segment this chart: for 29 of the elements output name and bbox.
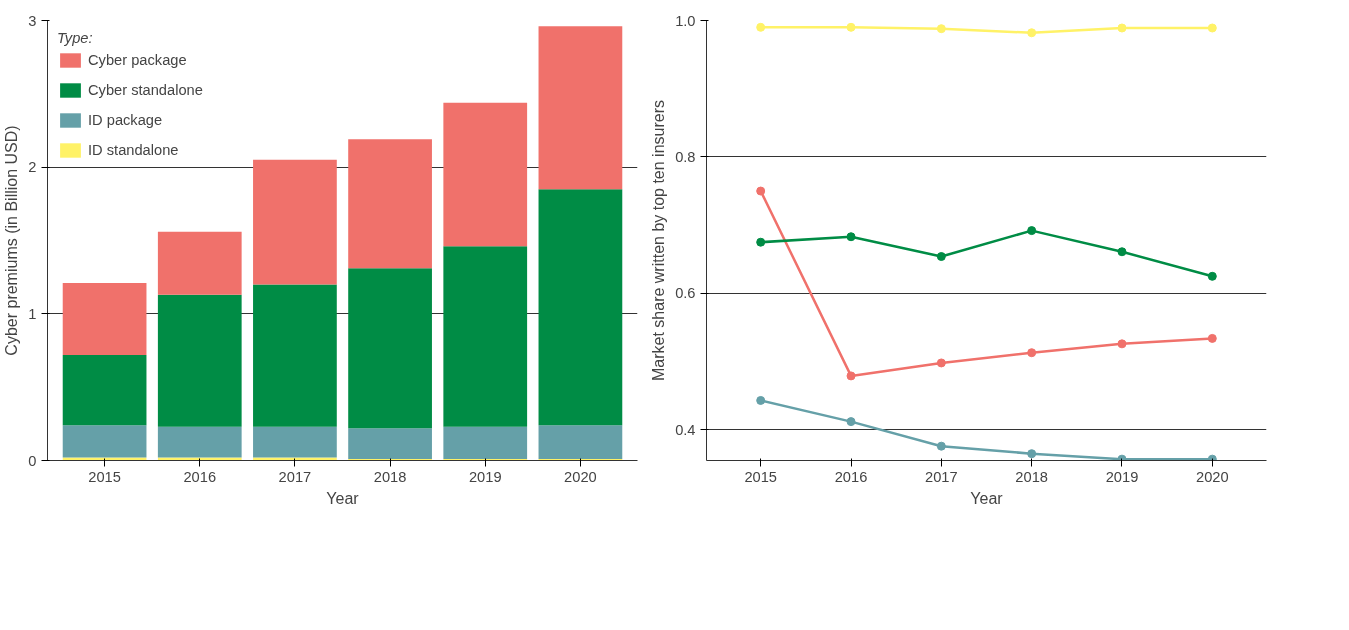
legend-label: ID standalone — [88, 142, 179, 158]
x-tick-label: 2017 — [278, 468, 312, 485]
y-tick-label: 0.4 — [675, 421, 696, 438]
x-tick-label: 2016 — [183, 468, 217, 485]
y-axis-title: Cyber premiums (in Billion USD) — [3, 125, 21, 356]
y-axis-title: Market share written by top ten insurers — [650, 99, 668, 381]
y-tick-label: 1.0 — [675, 12, 696, 29]
y-tick-label: 1 — [28, 305, 37, 322]
legend-title: Type: — [57, 30, 94, 46]
x-tick-label: 2020 — [1196, 468, 1229, 485]
x-tick-label: 2016 — [834, 468, 868, 485]
x-tick-label: 2019 — [468, 468, 502, 485]
y-tick-label: 0.8 — [675, 148, 696, 165]
x-tick-label: 2019 — [1105, 468, 1139, 485]
x-tick-label: 2015 — [744, 468, 777, 485]
legend-label: ID package — [88, 112, 163, 128]
x-tick-label: 2018 — [373, 468, 407, 485]
x-tick-label: 2020 — [564, 468, 597, 485]
x-tick-label: 2017 — [925, 468, 958, 485]
x-axis-title: Year — [326, 489, 360, 507]
x-tick-label: 2015 — [88, 468, 121, 485]
y-tick-label: 2 — [28, 159, 37, 176]
y-tick-label: 0 — [28, 452, 37, 469]
y-tick-label: 3 — [28, 12, 37, 29]
legend-label: Cyber standalone — [88, 82, 203, 98]
x-tick-label: 2018 — [1015, 468, 1048, 485]
legend-label: Cyber package — [88, 52, 187, 68]
x-axis-title: Year — [970, 489, 1004, 507]
y-tick-label: 0.6 — [675, 285, 696, 302]
